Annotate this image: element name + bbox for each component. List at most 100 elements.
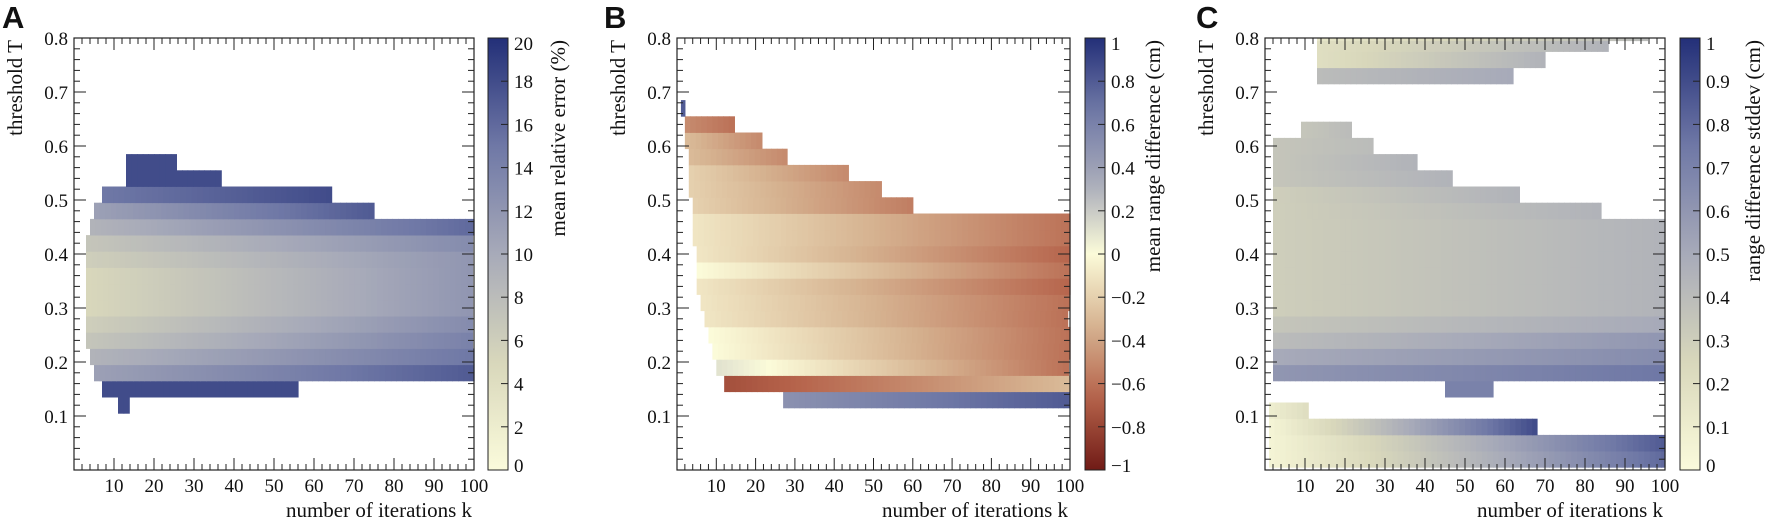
heatmap-cell	[315, 251, 322, 268]
colorbar-tick-label: 10	[514, 245, 533, 266]
heatmap-cell	[189, 202, 196, 220]
heatmap-cell	[138, 364, 145, 382]
heatmap-cell	[908, 310, 915, 328]
heatmap-cell	[779, 326, 787, 344]
heatmap-cell	[1373, 364, 1380, 382]
heatmap-cell	[743, 181, 750, 198]
heatmap-cell	[1461, 380, 1468, 398]
panel-c-y-axis-title: threshold T	[1194, 40, 1218, 136]
heatmap-cell	[1519, 202, 1526, 220]
heatmap-cell	[405, 283, 412, 301]
heatmap-cell	[944, 375, 951, 393]
heatmap-cell	[1289, 251, 1296, 268]
heatmap-cell	[248, 267, 255, 285]
heatmap-cell	[929, 213, 936, 231]
heatmap-cell	[727, 148, 734, 166]
heatmap-cell	[1407, 186, 1414, 204]
heatmap-cell	[883, 375, 890, 393]
heatmap-cell	[1003, 343, 1011, 360]
heatmap-cell	[97, 235, 104, 252]
heatmap-cell	[1507, 38, 1514, 42]
heatmap-cell	[438, 235, 445, 252]
heatmap-cell	[259, 316, 266, 333]
heatmap-cell	[1412, 38, 1419, 52]
heatmap-cell	[1463, 283, 1470, 301]
heatmap-cell	[724, 326, 732, 344]
heatmap-cell	[958, 359, 965, 376]
heatmap-cell	[382, 235, 389, 252]
heatmap-cell	[399, 283, 406, 301]
heatmap-cell	[1459, 451, 1466, 468]
heatmap-cell	[174, 186, 181, 204]
heatmap-cell	[450, 251, 457, 268]
heatmap-cell	[749, 359, 756, 376]
heatmap-cell	[360, 251, 367, 268]
heatmap-cell	[186, 332, 193, 349]
heatmap-cell	[371, 332, 378, 349]
heatmap-cell	[273, 202, 280, 220]
heatmap-cell	[1498, 434, 1505, 452]
heatmap-cell	[119, 283, 126, 301]
heatmap-cell	[186, 380, 193, 398]
heatmap-cell	[1441, 186, 1448, 204]
heatmap-cell	[1655, 434, 1662, 452]
heatmap-cell	[1479, 38, 1486, 42]
heatmap-cell	[1001, 310, 1008, 328]
heatmap-cell	[366, 299, 373, 317]
heatmap-cell	[1530, 364, 1537, 382]
heatmap-cell	[1609, 316, 1616, 333]
heatmap-cell	[1519, 348, 1526, 366]
heatmap-cell	[902, 310, 909, 328]
heatmap-cell	[315, 267, 322, 285]
heatmap-cell	[698, 197, 705, 214]
heatmap-cell	[99, 202, 106, 220]
x-tick-label: 40	[225, 476, 244, 497]
heatmap-cell	[1642, 364, 1649, 382]
heatmap-cell	[1396, 154, 1403, 171]
heatmap-cell	[1385, 251, 1392, 268]
heatmap-cell	[1469, 332, 1476, 349]
heatmap-cell	[1312, 186, 1319, 204]
heatmap-cell	[388, 299, 395, 317]
heatmap-cell	[1553, 283, 1560, 301]
heatmap-cell	[102, 186, 109, 204]
heatmap-cell	[1340, 299, 1347, 317]
heatmap-cell	[1610, 434, 1617, 452]
heatmap-cell	[1485, 364, 1492, 382]
heatmap-cell	[1306, 121, 1313, 139]
heatmap-cell	[746, 375, 753, 393]
heatmap-cell	[1496, 51, 1503, 69]
heatmap-cell	[1373, 170, 1380, 187]
heatmap-cell	[186, 316, 193, 333]
heatmap-cell	[1340, 170, 1347, 187]
heatmap-cell	[1325, 418, 1332, 436]
heatmap-cell	[164, 316, 171, 333]
heatmap-cell	[1530, 316, 1537, 333]
heatmap-cell	[712, 116, 719, 133]
heatmap-cell	[844, 343, 851, 360]
heatmap-cell	[1553, 299, 1560, 317]
heatmap-cell	[776, 181, 783, 198]
heatmap-cell	[705, 148, 712, 166]
heatmap-cell	[259, 235, 266, 252]
heatmap-cell	[1312, 364, 1319, 382]
heatmap-cell	[751, 278, 758, 295]
heatmap-cell	[1050, 213, 1057, 231]
colorbar-tick-label: 0.8	[1111, 72, 1135, 93]
heatmap-cell	[1351, 154, 1358, 171]
heatmap-cell	[1653, 283, 1660, 301]
heatmap-cell	[1535, 38, 1542, 52]
heatmap-cell	[176, 170, 183, 187]
heatmap-cell	[265, 332, 272, 349]
heatmap-cell	[140, 218, 147, 236]
heatmap-cell	[161, 202, 168, 220]
heatmap-cell	[801, 278, 808, 295]
heatmap-cell	[1357, 251, 1364, 268]
heatmap-cell	[1345, 235, 1352, 252]
heatmap-cell	[1368, 299, 1375, 317]
heatmap-cell	[1577, 434, 1584, 452]
heatmap-cell	[448, 348, 455, 366]
heatmap-cell	[1350, 67, 1357, 85]
heatmap-cell	[934, 326, 941, 344]
heatmap-cell	[290, 202, 297, 220]
